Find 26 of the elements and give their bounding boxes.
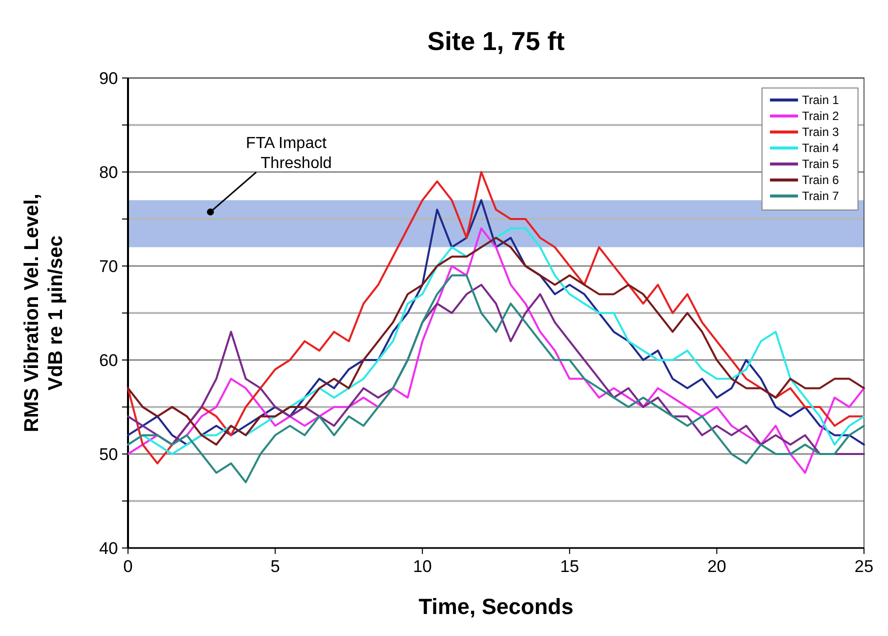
legend-label: Train 2	[802, 109, 840, 124]
legend-label: Train 1	[802, 93, 840, 108]
legend-label: Train 7	[802, 189, 840, 204]
legend-label: Train 5	[802, 157, 840, 172]
line-series	[127, 274, 865, 484]
x-tick-label: 5	[270, 557, 280, 576]
band-label: FTA Impact Threshold	[246, 135, 332, 172]
legend-label: Train 4	[802, 141, 840, 156]
chart-title: Site 1, 75 ft	[427, 26, 565, 56]
legend-label: Train 3	[802, 125, 840, 140]
legend-label: Train 6	[802, 173, 840, 188]
y-tick-label: 90	[99, 68, 118, 88]
line-series	[127, 171, 865, 464]
y-tick-label: 40	[99, 538, 118, 558]
x-tick-label: 15	[560, 557, 580, 576]
y-axis-title: RMS Vibration Vel. Level, VdB re 1 µin/sec	[21, 194, 67, 432]
x-tick-label: 10	[412, 557, 432, 576]
x-tick-label: 20	[707, 557, 726, 576]
line-series	[127, 284, 865, 455]
x-tick-label: 0	[123, 557, 133, 576]
y-tick-label: 50	[99, 444, 118, 464]
x-axis-title: Time, Seconds	[418, 594, 574, 619]
y-tick-label: 70	[99, 256, 118, 276]
y-tick-label: 80	[99, 162, 118, 182]
y-tick-label: 60	[99, 350, 118, 370]
x-tick-label: 25	[854, 557, 874, 576]
